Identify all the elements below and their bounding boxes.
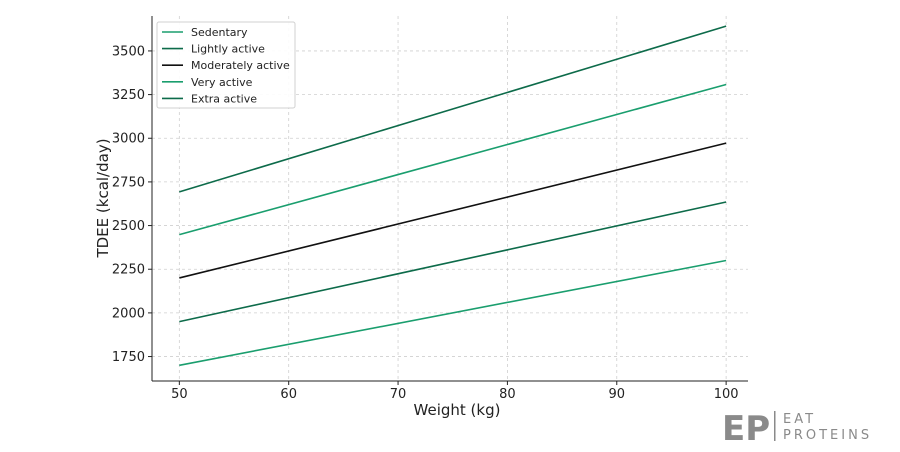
y-tick-label: 2500	[112, 219, 145, 234]
brand-divider	[774, 411, 776, 441]
series-line-moderately-active	[179, 142, 727, 279]
series-line-lightly-active	[179, 201, 727, 323]
series-line-very-active	[179, 83, 727, 236]
x-tick-label: 50	[171, 387, 188, 402]
axes	[151, 16, 748, 382]
series-line-sedentary	[179, 259, 727, 367]
series-layer	[179, 25, 727, 367]
x-tick-label: 60	[280, 387, 297, 402]
legend-label: Moderately active	[191, 59, 290, 72]
series-line-extra-active	[179, 25, 727, 193]
legend: Sedentary Lightly active Moderately active…	[156, 21, 296, 109]
brand-line-1: EAT	[783, 412, 816, 427]
y-axis-label: TDEE (kcal/day)	[94, 138, 112, 258]
legend-label: Very active	[191, 76, 253, 89]
x-tick-label: 100	[714, 387, 739, 402]
legend-label: Lightly active	[191, 43, 265, 56]
x-tick-label: 70	[390, 387, 407, 402]
y-tick-label: 3000	[112, 132, 145, 147]
legend-label: Sedentary	[191, 26, 248, 39]
y-tick-label: 3250	[112, 88, 145, 103]
legend-label: Extra active	[191, 92, 257, 105]
y-tick-label: 3500	[112, 44, 145, 59]
brand-mark: EP	[722, 409, 770, 449]
y-tick-label: 2750	[112, 175, 145, 190]
ticks: 50 60 70 80 90 100 1750 2000 2250 2500 2750 3000 325…	[112, 44, 739, 402]
legend-box	[156, 21, 296, 109]
x-tick-label: 90	[608, 387, 625, 402]
brand-logo: EP EAT PROTEINS	[722, 409, 872, 449]
brand-line-2: PROTEINS	[783, 428, 872, 443]
x-tick-label: 80	[499, 387, 516, 402]
x-axis-label: Weight (kg)	[414, 401, 501, 419]
y-tick-label: 2000	[112, 306, 145, 321]
y-tick-label: 2250	[112, 263, 145, 278]
y-tick-label: 1750	[112, 350, 145, 365]
